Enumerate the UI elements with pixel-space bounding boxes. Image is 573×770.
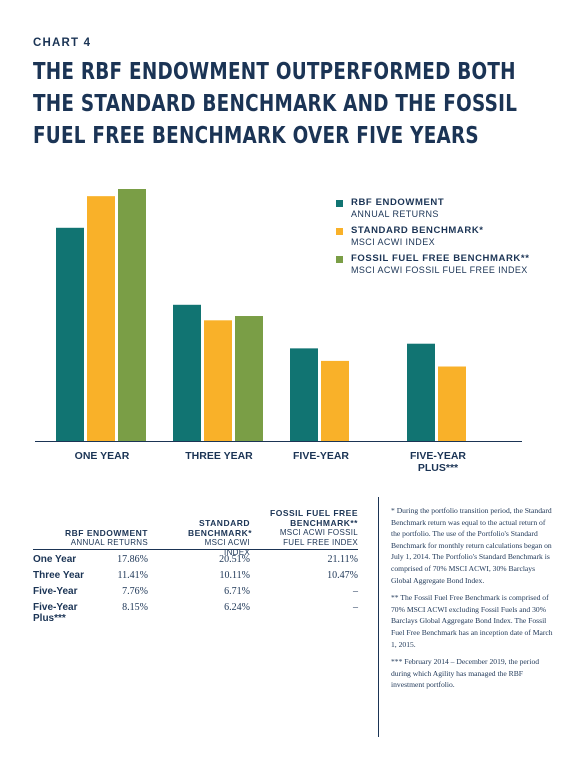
row-label: Five-Year bbox=[33, 586, 78, 597]
legend-name: RBF ENDOWMENT bbox=[351, 197, 445, 208]
table-header-name: RBF ENDOWMENT bbox=[65, 528, 148, 538]
legend-swatch-rbf bbox=[336, 200, 343, 207]
row-label: Three Year bbox=[33, 570, 84, 581]
legend-item-standard: STANDARD BENCHMARK* MSCI ACWI INDEX bbox=[336, 225, 530, 248]
x-tick-label: THREE YEAR bbox=[185, 450, 253, 462]
cell-rbf: 8.15% bbox=[122, 602, 148, 613]
table-header-name: FOSSIL FUEL FREE BENCHMARK** bbox=[270, 508, 358, 528]
legend: RBF ENDOWMENT ANNUAL RETURNS STANDARD BE… bbox=[336, 197, 530, 281]
cell-rbf: 11.41% bbox=[117, 570, 148, 581]
x-tick-label: FIVE-YEAR PLUS*** bbox=[410, 450, 466, 474]
bar-0-3 bbox=[407, 343, 435, 441]
cell-fossil: – bbox=[353, 602, 358, 613]
bar-2-0 bbox=[118, 189, 146, 441]
table-rule bbox=[33, 549, 358, 550]
x-tick-label: FIVE-YEAR bbox=[293, 450, 349, 462]
table-header-fossil: FOSSIL FUEL FREE BENCHMARK** MSCI ACWI F… bbox=[266, 508, 358, 548]
chart-label: CHART 4 bbox=[33, 37, 92, 49]
legend-swatch-fossil bbox=[336, 256, 343, 263]
row-label: Five-Year Plus*** bbox=[33, 602, 78, 624]
legend-name: FOSSIL FUEL FREE BENCHMARK** bbox=[351, 253, 530, 264]
table-header-sub: MSCI ACWI FOSSIL FUEL FREE INDEX bbox=[279, 528, 358, 547]
cell-rbf: 7.76% bbox=[122, 586, 148, 597]
cell-standard: 6.71% bbox=[224, 586, 250, 597]
cell-rbf: 17.86% bbox=[117, 554, 148, 565]
legend-sub: ANNUAL RETURNS bbox=[351, 209, 439, 219]
bar-1-1 bbox=[204, 320, 232, 441]
chart-title: THE RBF ENDOWMENT OUTPERFORMED BOTH THE … bbox=[33, 59, 518, 149]
table-header-rbf: RBF ENDOWMENT ANNUAL RETURNS bbox=[58, 528, 148, 548]
legend-item-fossil: FOSSIL FUEL FREE BENCHMARK** MSCI ACWI F… bbox=[336, 253, 530, 276]
bar-0-0 bbox=[56, 227, 84, 441]
x-tick-label: ONE YEAR bbox=[75, 450, 130, 462]
cell-fossil: – bbox=[353, 586, 358, 597]
bar-1-2 bbox=[321, 360, 349, 441]
bar-2-1 bbox=[235, 316, 263, 441]
cell-fossil: 21.11% bbox=[327, 554, 358, 565]
legend-sub: MSCI ACWI INDEX bbox=[351, 237, 436, 247]
bar-1-0 bbox=[87, 196, 115, 441]
footnotes: * During the portfolio transition period… bbox=[391, 505, 556, 697]
legend-swatch-standard bbox=[336, 228, 343, 235]
notes-divider bbox=[378, 497, 379, 737]
bar-0-2 bbox=[290, 348, 318, 441]
row-label: One Year bbox=[33, 554, 77, 565]
legend-sub: MSCI ACWI FOSSIL FUEL FREE INDEX bbox=[351, 265, 528, 275]
cell-fossil: 10.47% bbox=[327, 570, 358, 581]
table-header-name: STANDARD BENCHMARK* bbox=[188, 518, 253, 538]
table-header-sub: MSCI ACWI INDEX bbox=[204, 538, 250, 557]
legend-name: STANDARD BENCHMARK* bbox=[351, 225, 484, 236]
footnote-standard: * During the portfolio transition period… bbox=[391, 506, 552, 585]
bar-0-1 bbox=[173, 304, 201, 441]
table-header-standard: STANDARD BENCHMARK* MSCI ACWI INDEX bbox=[188, 518, 253, 558]
cell-standard: 20.51% bbox=[219, 554, 250, 565]
cell-standard: 6.24% bbox=[224, 602, 250, 613]
bar-chart: ONE YEAR THREE YEAR FIVE-YEAR FIVE-YEAR PLUS… bbox=[35, 189, 522, 474]
cell-standard: 10.11% bbox=[219, 570, 250, 581]
legend-item-rbf: RBF ENDOWMENT ANNUAL RETURNS bbox=[336, 197, 530, 220]
footnote-period: *** February 2014 – December 2019, the p… bbox=[391, 657, 540, 690]
bar-1-3 bbox=[438, 366, 466, 441]
table-header-sub: ANNUAL RETURNS bbox=[70, 538, 148, 547]
footnote-fossil: ** The Fossil Fuel Free Benchmark is com… bbox=[391, 593, 553, 649]
